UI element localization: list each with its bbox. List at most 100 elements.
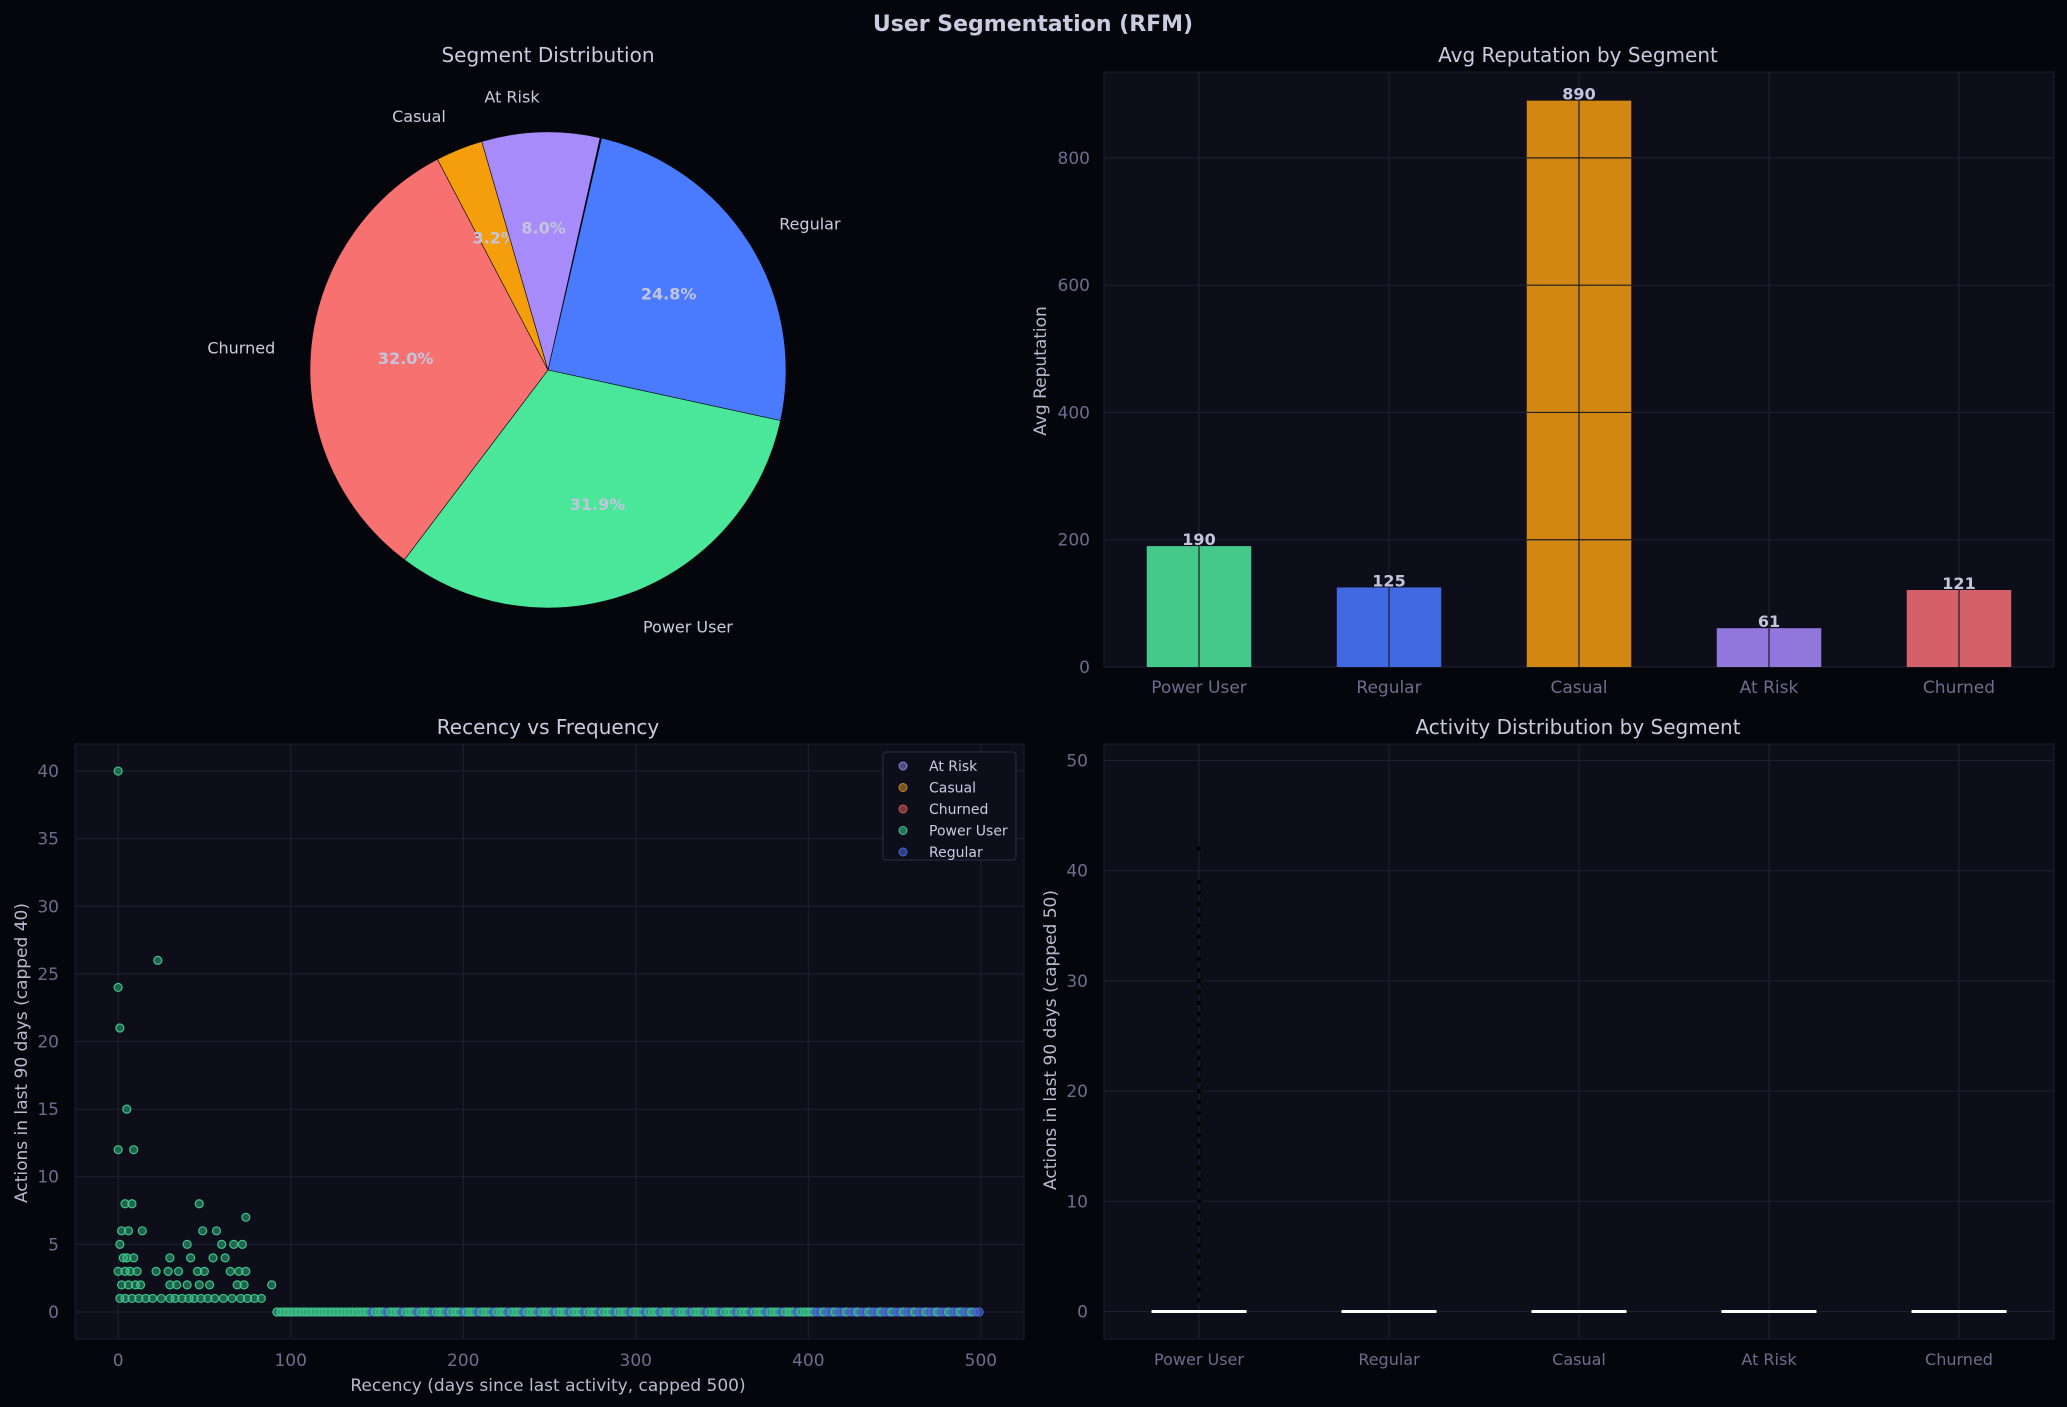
scatter-point-power-user xyxy=(177,1293,187,1304)
box-outlier-power-user xyxy=(1196,1176,1202,1182)
box-outlier-power-user xyxy=(1196,1253,1202,1259)
bar-ytick-label: 200 xyxy=(1058,531,1090,551)
bar-ytick-label: 800 xyxy=(1058,149,1090,169)
scatter-point-power-user xyxy=(156,1293,166,1304)
scatter-ytick-label: 15 xyxy=(37,1100,59,1120)
scatter-point-power-user xyxy=(192,1266,203,1276)
scatter-point-power-user xyxy=(116,1226,127,1236)
scatter-point-power-user xyxy=(217,1239,227,1249)
scatter-point-power-user xyxy=(129,1145,139,1155)
pie-label-casual: Casual xyxy=(392,107,446,126)
bar-ytick-label: 0 xyxy=(1079,658,1090,678)
scatter-point-power-user xyxy=(242,1293,253,1304)
box-ytick-label: 0 xyxy=(1077,1302,1088,1322)
box-outlier-power-user xyxy=(1196,1187,1202,1193)
bar-value-label-at-risk: 61 xyxy=(1758,612,1780,631)
pie-pct-label-churned: 32.0% xyxy=(378,349,434,368)
scatter-point-power-user xyxy=(151,1266,161,1276)
box-outlier-power-user xyxy=(1196,1231,1202,1237)
scatter-legend-label-casual: Casual xyxy=(929,781,976,797)
scatter-point-power-user xyxy=(153,955,163,965)
scatter-point-power-user xyxy=(267,1280,277,1290)
pie-slice-regular xyxy=(547,137,787,421)
scatter-point-power-user xyxy=(122,1104,132,1114)
scatter-point-power-user xyxy=(173,1266,184,1276)
scatter-point-power-user xyxy=(210,1293,220,1304)
scatter-legend-label-power-user: Power User xyxy=(929,824,1008,840)
bar-chart-ylabel: Avg Reputation xyxy=(1031,306,1051,436)
scatter-point-power-user xyxy=(135,1280,146,1290)
scatter-xtick-label: 300 xyxy=(620,1351,652,1371)
scatter-point-power-user xyxy=(203,1293,213,1304)
scatter-point-power-user xyxy=(196,1293,206,1304)
bar-xtick-label-at-risk: At Risk xyxy=(1740,678,1799,698)
box-outlier-power-user xyxy=(1196,1000,1202,1006)
scatter-xtick-label: 200 xyxy=(447,1351,479,1371)
box-outlier-power-user xyxy=(1196,1077,1202,1083)
scatter-point-power-user xyxy=(198,1226,208,1236)
scatter-point-power-user xyxy=(148,1293,158,1304)
box-outlier-power-user xyxy=(1196,1143,1202,1149)
scatter-point-power-user xyxy=(236,1293,246,1304)
scatter-chart-xlabel: Recency (days since last activity, cappe… xyxy=(350,1376,745,1396)
scatter-point-power-user xyxy=(227,1293,237,1304)
box-outlier-power-user xyxy=(1196,1297,1202,1303)
pie-slice-power-user xyxy=(403,369,781,609)
box-outlier-power-user xyxy=(1196,879,1202,885)
box-outlier-power-user xyxy=(1196,1264,1202,1270)
box-outlier-power-user xyxy=(1196,923,1202,929)
scatter-xtick-label: 500 xyxy=(965,1351,997,1371)
scatter-ytick-label: 0 xyxy=(48,1303,59,1323)
scatter-point-power-user xyxy=(194,1199,204,1209)
scatter-legend-marker-churned xyxy=(898,804,908,814)
scatter-point-power-user xyxy=(241,1212,251,1222)
box-chart-title: Activity Distribution by Segment xyxy=(1415,715,1740,739)
bar-value-label-casual: 890 xyxy=(1562,85,1595,104)
scatter-point-power-user xyxy=(141,1293,151,1304)
scatter-point-power-user xyxy=(186,1253,196,1263)
box-outlier-power-user xyxy=(1196,1209,1202,1215)
scatter-point-power-user xyxy=(182,1239,192,1249)
scatter-point-power-user xyxy=(218,1293,228,1304)
scatter-point-power-user xyxy=(204,1280,215,1290)
scatter-point-power-user xyxy=(237,1239,247,1249)
scatter-point-power-user xyxy=(165,1280,175,1290)
box-ytick-label: 50 xyxy=(1066,752,1088,772)
scatter-point-power-user xyxy=(127,1199,137,1209)
box-outlier-power-user xyxy=(1196,1022,1202,1028)
scatter-point-power-user xyxy=(115,1239,125,1249)
scatter-legend-label-at-risk: At Risk xyxy=(929,759,978,775)
box-outlier-power-user xyxy=(1196,1220,1202,1226)
pie-pct-label-casual: 3.2% xyxy=(473,229,517,248)
box-outlier-power-user xyxy=(1196,1242,1202,1248)
pie-chart-panel: Segment Distribution Regular 24.8% Power U… xyxy=(207,43,841,637)
box-ytick-label: 30 xyxy=(1066,972,1088,992)
scatter-point-power-user xyxy=(123,1226,134,1236)
scatter-point-power-user xyxy=(225,1266,235,1276)
scatter-point-power-user xyxy=(113,982,123,993)
box-xtick-label-churned: Churned xyxy=(1925,1350,1993,1369)
scatter-legend-marker-power-user xyxy=(898,826,908,835)
box-xtick-label-power-user: Power User xyxy=(1154,1350,1244,1369)
box-chart-panel: Activity Distribution by Segment Actions… xyxy=(1041,715,2055,1369)
box-xtick-label-regular: Regular xyxy=(1358,1350,1420,1369)
scatter-point-power-user xyxy=(172,1280,182,1290)
bar-xtick-label-power-user: Power User xyxy=(1151,678,1247,698)
pie-label-regular: Regular xyxy=(779,215,841,234)
scatter-xtick-label: 100 xyxy=(274,1351,306,1371)
scatter-point-power-user xyxy=(232,1280,242,1290)
box-outlier-power-user xyxy=(1196,1044,1202,1050)
scatter-point-power-user xyxy=(163,1266,173,1276)
bar-chart-panel: Avg Reputation by Segment Avg Reputation… xyxy=(1031,43,2055,698)
scatter-point-power-user xyxy=(256,1293,266,1304)
box-outlier-power-user xyxy=(1196,956,1202,962)
scatter-point-power-user xyxy=(194,1280,204,1290)
scatter-chart-panel: Recency vs Frequency Recency (days since… xyxy=(12,715,1025,1396)
box-outlier-power-user xyxy=(1196,1011,1202,1017)
scatter-point-power-user xyxy=(165,1253,175,1263)
scatter-point-power-user xyxy=(170,1293,180,1304)
box-chart-ylabel: Actions in last 90 days (capped 50) xyxy=(1041,890,1061,1190)
box-outlier-power-user xyxy=(1196,934,1202,940)
bar-value-label-power-user: 190 xyxy=(1182,530,1215,549)
